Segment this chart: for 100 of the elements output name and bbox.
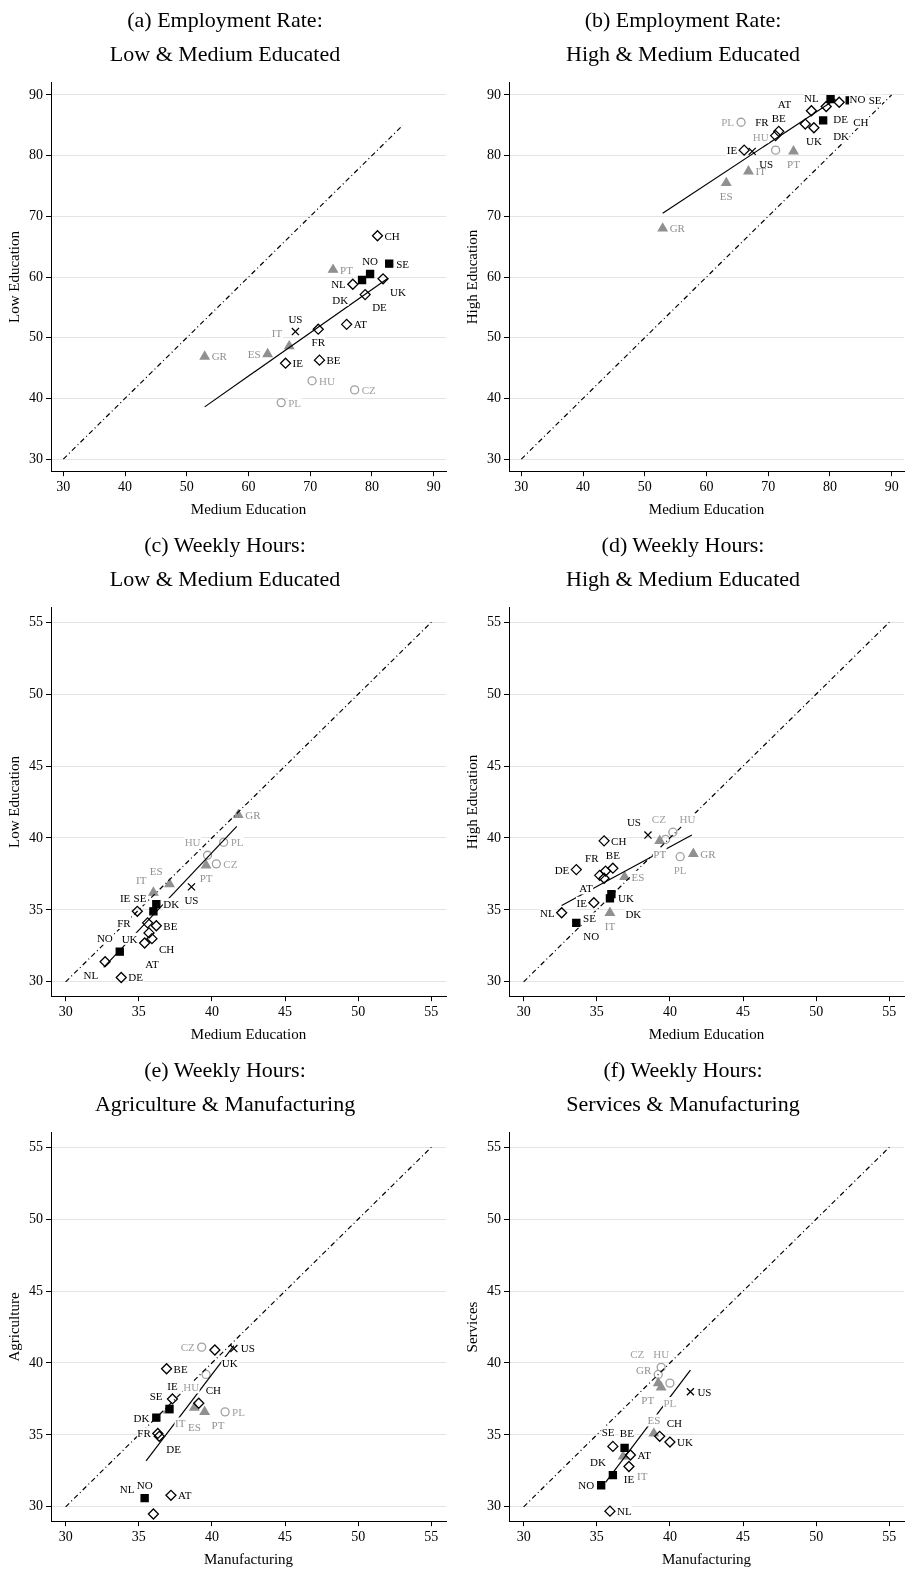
x-axis-title: Manufacturing (661, 1550, 752, 1567)
x-axis-title: Medium Education (190, 500, 307, 517)
data-label: DE (166, 1443, 182, 1456)
y-tick-label: 50 (29, 1210, 43, 1226)
point (648, 1427, 659, 1437)
point (199, 1406, 210, 1416)
y-tick-label: 30 (29, 450, 43, 466)
data-label: CZ (630, 1348, 645, 1361)
point (359, 288, 371, 301)
x-tick-label: 35 (131, 1529, 146, 1545)
y-tick-label: 45 (29, 757, 43, 773)
point (688, 848, 699, 857)
x-tick-label: 60 (241, 479, 256, 495)
x-tick-label: 45 (278, 1004, 293, 1020)
x-tick-label: 40 (662, 1529, 677, 1545)
data-label: PL (232, 1405, 246, 1418)
y-tick-label: 70 (487, 207, 501, 223)
x-tick-label: 30 (516, 1529, 531, 1545)
data-label: UK (390, 285, 406, 298)
data-label: NL (119, 1482, 135, 1495)
data-label: IE (623, 1473, 635, 1486)
x-tick-label: 55 (882, 1529, 897, 1545)
y-tick-label: 40 (29, 829, 43, 845)
data-label: NL (804, 91, 820, 104)
x-tick-label: 35 (589, 1529, 604, 1545)
x-tick-label: 45 (278, 1529, 293, 1545)
y-tick-label: 40 (29, 1354, 43, 1370)
data-label: AT (579, 882, 593, 895)
point (588, 897, 600, 909)
data-label: DK (589, 1456, 606, 1469)
data-label: IT (175, 1417, 186, 1430)
point (377, 273, 389, 285)
data-label: NO (96, 932, 113, 945)
point (218, 837, 229, 847)
data-label: GR (245, 808, 262, 821)
data-label: PL (288, 396, 302, 409)
y-tick-label: 60 (29, 268, 43, 284)
chart-subtitle: Low & Medium Educated (109, 41, 341, 67)
point (607, 1440, 619, 1453)
data-label: IT (136, 873, 147, 886)
data-label: HU (319, 374, 336, 387)
data-label: HU (679, 813, 696, 826)
point (365, 269, 375, 279)
point (743, 165, 754, 175)
data-label: CH (384, 229, 400, 242)
y-tick-label: 35 (29, 1426, 43, 1442)
point (788, 145, 799, 155)
point (620, 1443, 629, 1453)
data-label: ES (187, 1421, 201, 1434)
data-label: DK (332, 293, 349, 306)
chart-subtitle: High & Medium Educated (565, 41, 801, 67)
data-label: NO (578, 1479, 595, 1492)
data-label: SE (396, 257, 410, 270)
y-axis-title: High Education (463, 229, 480, 325)
y-tick-label: 30 (29, 1498, 43, 1514)
x-tick-label: 30 (58, 1529, 73, 1545)
data-label: IE (119, 892, 131, 905)
point (769, 129, 782, 142)
data-label: CH (159, 942, 175, 955)
y-tick-label: 55 (29, 613, 43, 629)
data-label: DK (163, 898, 180, 911)
data-label: GR (669, 222, 686, 235)
data-label: FR (755, 116, 770, 129)
point (808, 122, 820, 134)
data-label: CZ (223, 857, 238, 870)
data-label: AT (177, 1489, 192, 1502)
x-tick-label: 40 (576, 479, 591, 495)
x-tick-label: 40 (204, 1529, 219, 1545)
y-tick-label: 35 (29, 901, 43, 917)
x-axis-title: Medium Education (190, 1025, 307, 1042)
point (619, 871, 630, 880)
point (654, 1430, 666, 1442)
point (143, 927, 155, 939)
point (604, 907, 615, 916)
point (115, 971, 127, 984)
data-label: US (288, 312, 303, 325)
data-label: NL (331, 278, 347, 291)
data-label: DK (625, 907, 642, 920)
point (747, 147, 757, 156)
data-label: GR (635, 1363, 652, 1376)
point (357, 275, 367, 285)
data-label: AT (777, 97, 792, 110)
y-tick-label: 55 (487, 1138, 501, 1154)
chart-title: (d) Weekly Hours: (601, 531, 765, 557)
data-label: UK (805, 134, 822, 147)
y-tick-label: 80 (487, 147, 501, 163)
data-label: UK (676, 1435, 693, 1448)
point (598, 835, 610, 847)
data-label: CH (666, 1417, 683, 1430)
point (152, 1413, 161, 1422)
point (773, 125, 785, 137)
point (99, 956, 111, 968)
point (187, 882, 196, 892)
data-label: ES (631, 870, 645, 883)
x-tick-label: 35 (589, 1004, 604, 1020)
data-label: US (240, 1342, 255, 1355)
point (209, 1344, 221, 1356)
chart-title: (c) Weekly Hours: (144, 531, 306, 557)
data-label: UK (221, 1356, 238, 1369)
x-tick-label: 30 (514, 479, 529, 495)
